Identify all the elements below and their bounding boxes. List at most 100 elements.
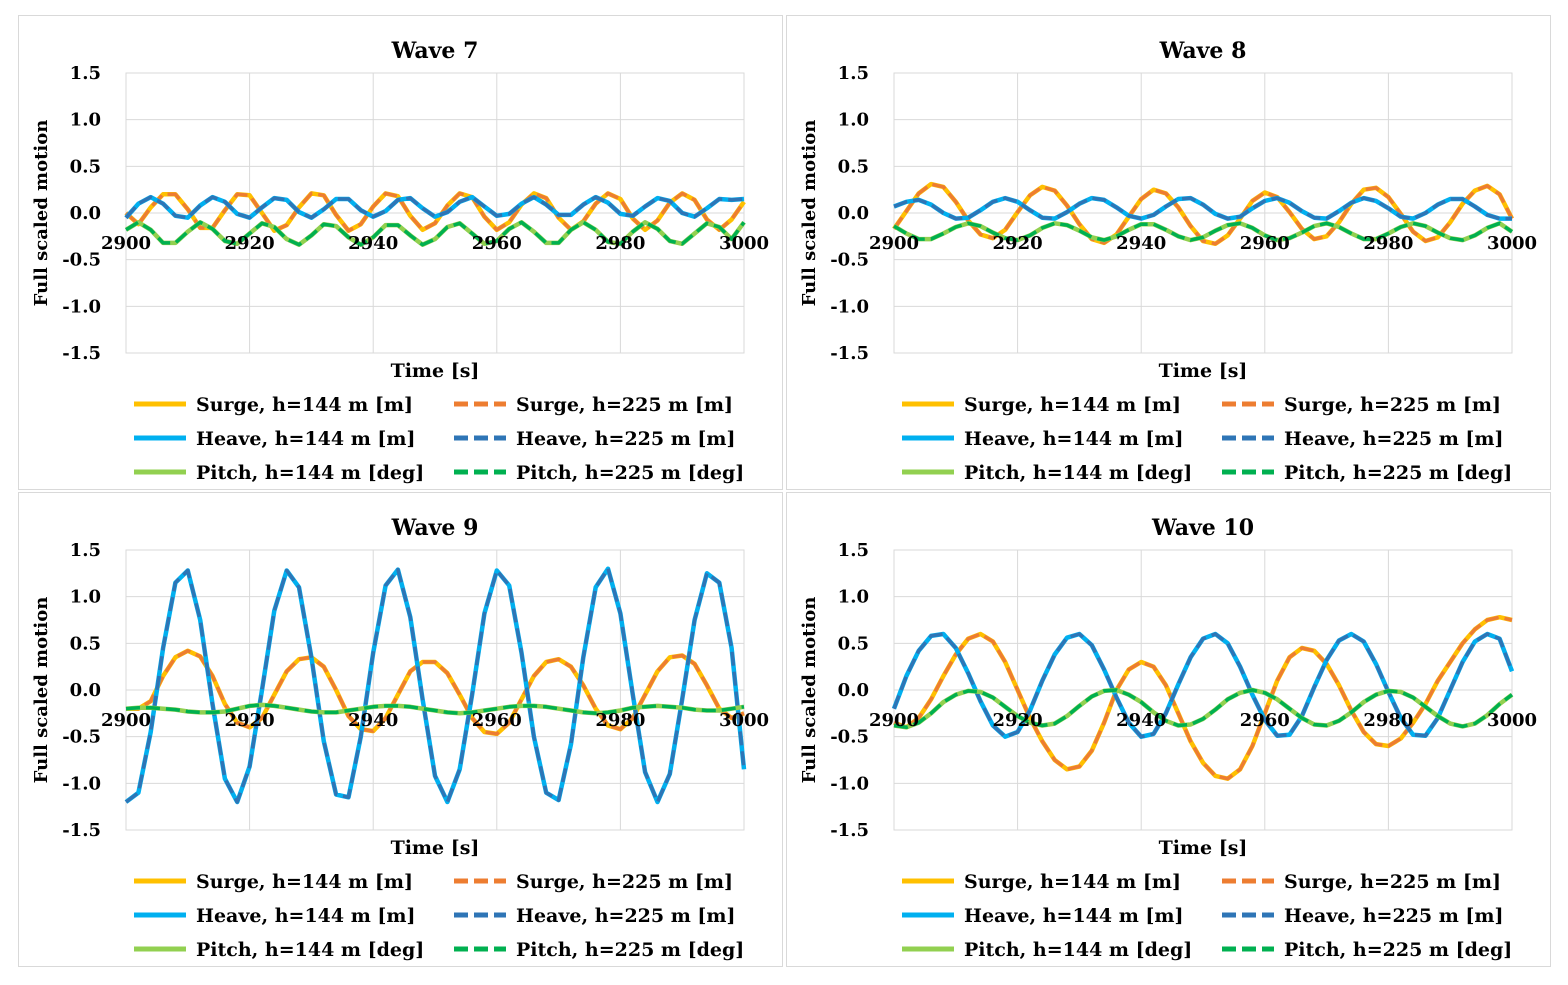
x-tick-label: 3000 [719,233,769,254]
legend-label: Heave, h=144 m [m] [196,428,416,450]
x-tick-label: 2940 [1116,233,1166,254]
y-tick-label: -1.5 [62,820,101,841]
series-line [124,566,746,804]
chart-panel: Wave 10 1.5 1.0 0.5 0.0 -0.5 -1.0 -1.5 Full scal… [786,492,1551,967]
chart-svg: Wave 10 1.5 1.0 0.5 0.0 -0.5 -1.0 -1.5 Full scal… [799,515,1537,961]
y-tick-label: -1.0 [62,296,101,317]
x-tick-label: 2920 [993,233,1043,254]
x-tick-label: 2900 [869,710,919,731]
y-axis-label: Full scaled motion [799,597,820,784]
y-tick-label: 1.0 [70,110,101,131]
y-tick-label: -1.5 [62,343,101,364]
chart-panel: Wave 7 1.5 1.0 0.5 0.0 -0.5 -1.0 -1.5 Full scale… [18,15,783,490]
chart-svg: Wave 9 1.5 1.0 0.5 0.0 -0.5 -1.0 -1.5 Full scale… [31,515,769,961]
y-tick-label: 0.5 [70,156,101,177]
chart-title: Wave 8 [1159,38,1247,64]
legend-label: Pitch, h=225 m [deg] [1284,462,1512,484]
chart-title: Wave 7 [391,38,479,64]
legend-label: Heave, h=144 m [m] [964,428,1184,450]
series-line [126,649,745,736]
x-tick-label: 2920 [225,710,275,731]
legend-label: Heave, h=225 m [m] [1284,905,1504,927]
x-tick-label: 2960 [472,233,522,254]
y-tick-label: -0.5 [62,727,101,748]
chart-panel: Wave 8 1.5 1.0 0.5 0.0 -0.5 -1.0 -1.5 Full scale… [786,15,1551,490]
legend-label: Heave, h=225 m [m] [516,905,736,927]
series-line [124,195,745,220]
x-tick-label: 2900 [869,233,919,254]
legend-label: Surge, h=144 m [m] [964,871,1181,893]
y-tick-label: -1.0 [62,773,101,794]
y-tick-label: 1.5 [838,540,869,561]
x-tick-label: 3000 [719,710,769,731]
y-tick-label: 1.0 [838,587,869,608]
series-line [893,688,1514,730]
legend-label: Pitch, h=144 m [deg] [196,462,424,484]
legend-label: Pitch, h=144 m [deg] [196,939,424,961]
y-tick-label: 1.0 [838,110,869,131]
y-tick-label: 0.0 [70,203,101,224]
legend-label: Surge, h=225 m [m] [1284,394,1501,416]
legend-label: Pitch, h=225 m [deg] [516,462,744,484]
x-tick-label: 2900 [101,710,151,731]
x-axis-label: Time [s] [1159,360,1248,382]
y-tick-label: 0.5 [838,633,869,654]
y-tick-label: 0.5 [70,633,101,654]
x-tick-label: 2960 [472,710,522,731]
chart-title: Wave 9 [391,515,479,541]
chart-svg: Wave 7 1.5 1.0 0.5 0.0 -0.5 -1.0 -1.5 Full scale… [31,38,769,484]
legend-label: Surge, h=144 m [m] [196,871,413,893]
y-tick-label: 1.5 [70,63,101,84]
y-tick-label: 0.0 [838,680,869,701]
y-tick-label: -1.5 [830,343,869,364]
y-tick-label: -0.5 [830,250,869,271]
x-axis-label: Time [s] [1159,837,1248,859]
y-tick-label: 0.5 [838,156,869,177]
x-axis-label: Time [s] [391,360,480,382]
legend-label: Pitch, h=225 m [deg] [1284,939,1512,961]
series-line [893,221,1513,242]
y-axis-label: Full scaled motion [799,120,820,307]
legend-label: Heave, h=225 m [m] [1284,428,1504,450]
series-line [125,703,745,716]
legend-label: Surge, h=144 m [m] [964,394,1181,416]
x-tick-label: 2940 [1116,710,1166,731]
y-tick-label: 0.0 [70,680,101,701]
series-line [125,220,746,247]
x-tick-label: 2920 [993,710,1043,731]
x-axis-label: Time [s] [391,837,480,859]
x-tick-label: 2920 [225,233,275,254]
legend-label: Surge, h=225 m [m] [516,394,733,416]
series-line [892,632,1514,739]
legend-label: Heave, h=144 m [m] [964,905,1184,927]
chart-title: Wave 10 [1151,515,1254,541]
legend-label: Surge, h=144 m [m] [196,394,413,416]
y-tick-label: -1.5 [830,820,869,841]
y-axis-label: Full scaled motion [31,597,52,784]
legend-label: Pitch, h=144 m [deg] [964,462,1192,484]
y-tick-label: -0.5 [62,250,101,271]
legend-label: Pitch, h=144 m [deg] [964,939,1192,961]
x-tick-label: 2940 [348,233,398,254]
series-line [893,196,1512,221]
x-tick-label: 2980 [595,710,645,731]
y-axis-label: Full scaled motion [31,120,52,307]
x-tick-label: 2940 [348,710,398,731]
x-tick-label: 2980 [595,233,645,254]
y-tick-label: 1.5 [70,540,101,561]
x-tick-label: 3000 [1487,710,1537,731]
legend-label: Surge, h=225 m [m] [516,871,733,893]
x-tick-label: 2980 [1363,710,1413,731]
x-tick-label: 2900 [101,233,151,254]
legend-label: Pitch, h=225 m [deg] [516,939,744,961]
x-tick-label: 2960 [1240,710,1290,731]
y-tick-label: -0.5 [830,727,869,748]
y-tick-label: 1.5 [838,63,869,84]
y-tick-label: -1.0 [830,773,869,794]
y-tick-label: -1.0 [830,296,869,317]
chart-panel: Wave 9 1.5 1.0 0.5 0.0 -0.5 -1.0 -1.5 Full scale… [18,492,783,967]
x-tick-label: 3000 [1487,233,1537,254]
y-tick-label: 0.0 [838,203,869,224]
legend-label: Heave, h=225 m [m] [516,428,736,450]
